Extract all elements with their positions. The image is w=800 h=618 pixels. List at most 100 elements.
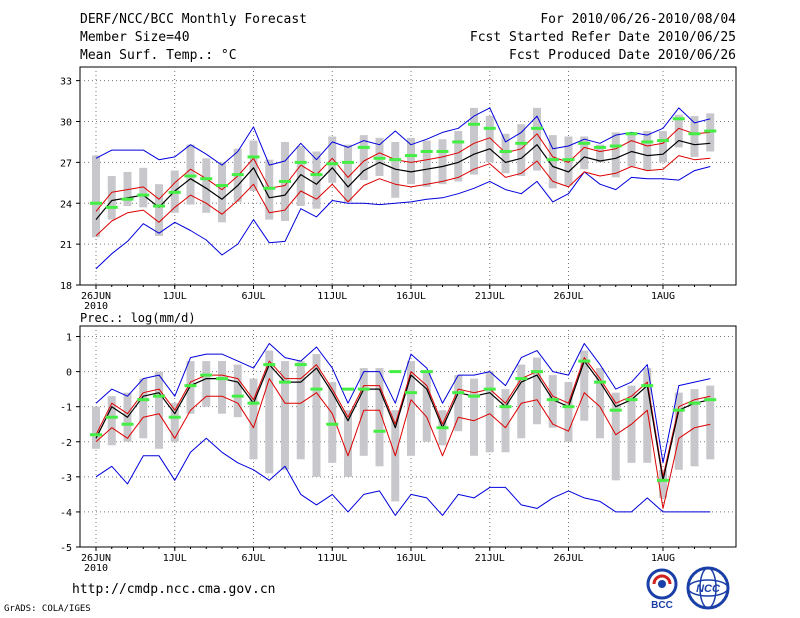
prec-xtick-label: 11JUL (317, 553, 347, 564)
variable-label: Mean Surf. Temp.: °C (80, 48, 237, 63)
prec-spread-box (170, 403, 179, 442)
temp-xtick-label: 21JUL (475, 291, 505, 302)
temp-plot-frame (79, 66, 737, 286)
temp-median-marker (121, 197, 134, 201)
prec-spread-box (375, 368, 384, 467)
prec-ytick-label: -2 (60, 438, 72, 449)
temp-spread-box (454, 131, 463, 182)
prec-spread-box (359, 368, 368, 456)
prec-spread-box (564, 382, 573, 442)
temp-xtick-label: 26JUN (81, 291, 111, 302)
prec-median-marker (90, 433, 102, 437)
temp-median-marker (153, 204, 165, 208)
prec-spread-lower-line (95, 378, 711, 509)
temp-spread-box (548, 135, 557, 189)
temp-ytick-label: 18 (60, 281, 72, 292)
prec-median-marker (641, 384, 654, 388)
prec-spread-box (265, 350, 274, 474)
temp-xtick-label: 16JUL (396, 291, 426, 302)
temp-median-marker (279, 179, 291, 183)
temp-spread-box (501, 133, 510, 174)
temp-median-marker (483, 126, 496, 130)
temp-spread-box (328, 136, 337, 183)
prec-plot-title: Prec.: log(mm/d) (80, 311, 196, 325)
prec-max-line (95, 343, 711, 464)
temp-median-marker (672, 117, 685, 121)
temp-spread-box (391, 141, 400, 198)
temp-spread-upper-line (95, 127, 711, 212)
prec-median-marker (688, 401, 701, 405)
prec-spread-box (674, 392, 683, 470)
temp-spread-box (296, 146, 305, 206)
prec-median-marker (405, 391, 417, 395)
grads-credit: GrADS: COLA/IGES (4, 604, 91, 614)
temp-median-marker (609, 144, 622, 148)
temp-ytick-label: 33 (60, 77, 72, 88)
temp-mean-line (95, 140, 711, 220)
temp-median-marker (200, 177, 213, 181)
prec-median-marker (389, 370, 402, 374)
prec-spread-box (517, 364, 526, 439)
temp-spread-box (485, 116, 494, 163)
temp-median-marker (184, 174, 197, 178)
prec-spread-box (233, 364, 242, 418)
temp-spread-box (596, 144, 604, 163)
temp-median-marker (373, 156, 386, 160)
temp-median-marker (105, 205, 118, 209)
temp-median-marker (168, 190, 181, 194)
prec-median-marker (137, 398, 150, 402)
temp-median-marker (294, 160, 307, 164)
prec-xtick-year: 2010 (84, 563, 108, 574)
prec-spread-box (611, 392, 620, 481)
prec-median-marker (562, 405, 575, 409)
temp-spread-box (611, 132, 620, 178)
prec-median-marker (420, 370, 433, 374)
temp-median-marker (90, 201, 102, 205)
temp-median-marker (357, 145, 370, 149)
temp-ytick-label: 24 (60, 199, 72, 210)
prec-median-marker (531, 370, 543, 374)
bcc-logo: BCC (640, 566, 684, 611)
temp-spread-box (422, 140, 431, 187)
temp-median-marker (546, 158, 559, 162)
prec-xtick-label: 16JUL (396, 553, 426, 564)
temp-median-marker (578, 141, 591, 145)
source-url[interactable]: http://cmdp.ncc.cma.gov.cn (72, 582, 276, 597)
prec-spread-box (407, 361, 415, 456)
prec-median-marker (200, 373, 213, 377)
prec-median-marker (279, 380, 291, 384)
start-date: Fcst Started Refer Date 2010/06/25 (469, 30, 736, 45)
prec-median-marker (247, 401, 260, 405)
temp-xtick-label: 1AUG (651, 291, 675, 302)
prec-median-marker (546, 398, 559, 402)
temp-median-marker (216, 184, 228, 188)
temp-xtick-label: 11JUL (317, 291, 347, 302)
prec-median-marker (657, 478, 669, 482)
temp-median-marker (562, 158, 575, 162)
bcc-logo-text: BCC (651, 600, 673, 610)
prec-median-marker (515, 377, 528, 381)
prec-median-marker (704, 398, 717, 402)
temp-median-marker (420, 149, 433, 153)
temp-spread-box (107, 176, 116, 220)
temp-median-marker (515, 141, 528, 145)
temp-median-marker (452, 140, 465, 144)
prec-xtick-label: 1JUL (163, 553, 187, 564)
temp-spread-box (218, 162, 226, 223)
prec-spread-box (312, 354, 321, 477)
temp-spread-box (438, 139, 447, 185)
temp-spread-box (643, 131, 652, 171)
prec-spread-box (328, 382, 337, 463)
prec-median-marker (105, 415, 118, 419)
prec-spread-box (533, 357, 541, 425)
prec-spread-box (501, 389, 510, 453)
prec-median-marker (168, 415, 181, 419)
temp-spread-box (517, 124, 526, 176)
temp-median-marker (310, 173, 323, 177)
temp-spread-box (659, 131, 667, 163)
prec-median-marker (594, 380, 606, 384)
prec-ytick-label: 0 (66, 368, 72, 379)
prec-median-marker (468, 394, 480, 398)
